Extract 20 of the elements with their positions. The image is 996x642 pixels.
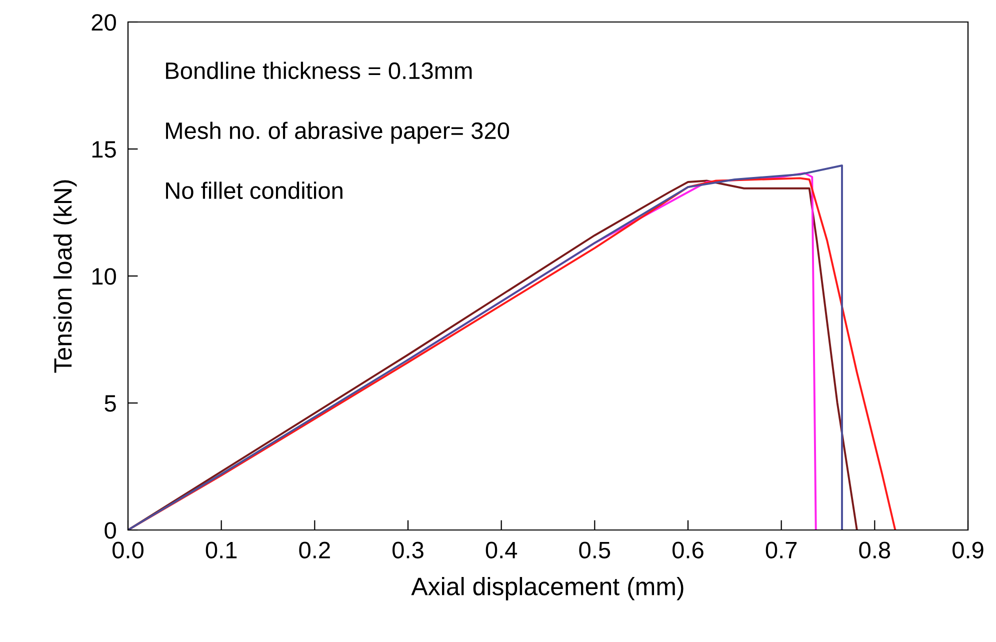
- y-tick-label: 5: [104, 395, 116, 412]
- annotation: Bondline thickness = 0.13mm: [166, 62, 472, 80]
- x-tick-label: 0.4: [486, 542, 518, 558]
- x-tick-label: 0.9: [952, 542, 984, 558]
- y-tick-label: 10: [92, 268, 116, 285]
- x-tick-label: 0.7: [766, 542, 797, 558]
- y-tick-label: 0: [104, 522, 116, 539]
- x-tick-label: 0.3: [392, 542, 424, 558]
- x-tick-label: 0.0: [112, 542, 144, 558]
- annotation: Mesh no. of abrasive paper= 320: [166, 122, 510, 144]
- y-tick-label: 20: [92, 14, 116, 31]
- x-tick-label: 0.6: [672, 542, 704, 558]
- annotation: No fillet condition: [166, 182, 342, 200]
- x-tick-label: 0.1: [206, 542, 237, 558]
- x-axis-title: Axial displacement (mm): [411, 577, 684, 600]
- x-tick-label: 0.5: [579, 542, 610, 558]
- x-tick-label: 0.2: [299, 542, 330, 558]
- y-axis-title: Tension load (kN): [53, 180, 77, 373]
- x-tick-label: 0.8: [859, 542, 890, 558]
- y-tick-label: 15: [92, 141, 116, 158]
